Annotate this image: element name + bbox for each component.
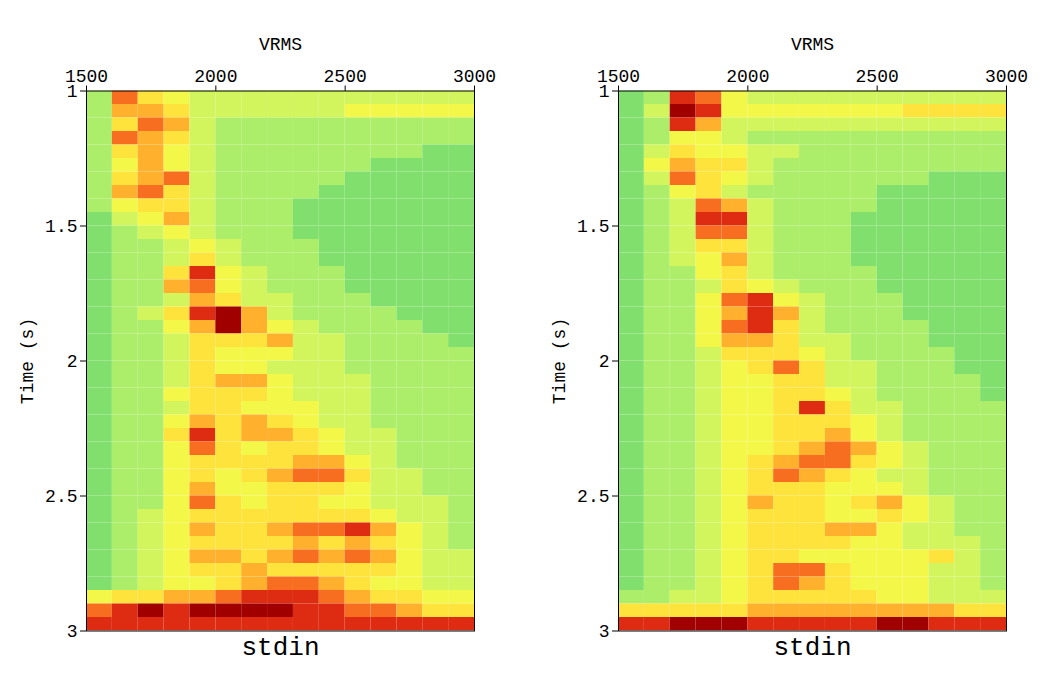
svg-text:3: 3 [599,622,610,642]
svg-text:VRMS: VRMS [259,35,302,55]
svg-text:stdin: stdin [241,633,319,663]
svg-text:2000: 2000 [194,67,237,87]
svg-text:1.5: 1.5 [45,217,77,237]
svg-text:1: 1 [598,81,610,102]
svg-text:2000: 2000 [726,67,769,87]
svg-text:3: 3 [67,622,78,642]
svg-text:3000: 3000 [453,67,496,87]
svg-text:1500: 1500 [597,67,640,87]
svg-text:1: 1 [66,81,78,102]
svg-text:2: 2 [67,352,78,372]
svg-text:VRMS: VRMS [791,35,834,55]
svg-text:Time (s): Time (s) [18,318,38,404]
svg-text:stdin: stdin [773,633,851,663]
svg-text:2500: 2500 [324,67,367,87]
svg-text:Time (s): Time (s) [550,318,570,404]
svg-text:1500: 1500 [65,67,108,87]
svg-text:3000: 3000 [985,67,1028,87]
svg-text:2.5: 2.5 [577,487,609,507]
svg-text:1.5: 1.5 [577,217,609,237]
svg-text:2: 2 [599,352,610,372]
svg-text:2.5: 2.5 [45,487,77,507]
svg-text:2500: 2500 [856,67,899,87]
